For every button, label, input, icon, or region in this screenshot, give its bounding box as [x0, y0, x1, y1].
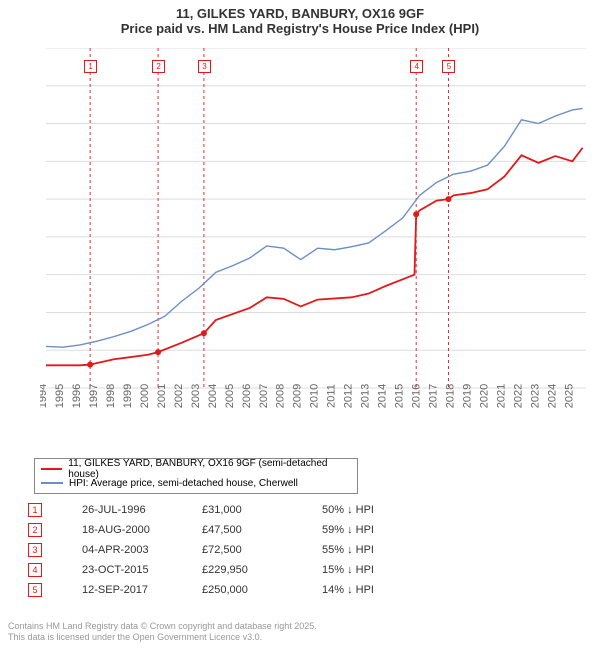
sale-marker-5: 5: [442, 60, 455, 73]
svg-text:2013: 2013: [360, 384, 372, 408]
marker-price: £229,950: [202, 564, 322, 576]
svg-text:2007: 2007: [258, 384, 270, 408]
title-address: 11, GILKES YARD, BANBURY, OX16 9GF: [0, 6, 600, 21]
marker-row: 1 26-JUL-1996£31,00050% ↓ HPI: [28, 500, 442, 520]
sale-marker-2: 2: [152, 60, 165, 73]
marker-price: £250,000: [202, 584, 322, 596]
svg-text:2022: 2022: [512, 384, 524, 408]
svg-text:2020: 2020: [479, 384, 491, 408]
svg-text:£450K: £450K: [40, 48, 41, 55]
svg-text:£100K: £100K: [40, 307, 41, 319]
marker-date: 12-SEP-2017: [82, 584, 202, 596]
svg-text:£250K: £250K: [40, 194, 41, 206]
svg-text:2023: 2023: [529, 384, 541, 408]
legend-swatch: [41, 468, 62, 470]
marker-price: £47,500: [202, 524, 322, 536]
svg-text:£150K: £150K: [40, 270, 41, 282]
marker-number: 4: [28, 563, 42, 577]
svg-text:2025: 2025: [563, 384, 575, 408]
marker-number: 5: [28, 583, 42, 597]
sale-marker-4: 4: [410, 60, 423, 73]
svg-text:1997: 1997: [88, 384, 100, 408]
svg-text:£200K: £200K: [40, 232, 41, 244]
svg-text:1996: 1996: [71, 384, 83, 408]
svg-text:2002: 2002: [173, 384, 185, 408]
marker-table: 1 26-JUL-1996£31,00050% ↓ HPI 2 18-AUG-2000…: [28, 500, 442, 600]
marker-delta: 59% ↓ HPI: [322, 524, 442, 536]
sale-marker-3: 3: [198, 60, 211, 73]
marker-row: 3 04-APR-2003£72,50055% ↓ HPI: [28, 540, 442, 560]
marker-delta: 14% ↓ HPI: [322, 584, 442, 596]
legend-swatch: [41, 482, 63, 483]
svg-text:2016: 2016: [411, 384, 423, 408]
svg-text:£350K: £350K: [40, 119, 41, 131]
svg-text:2014: 2014: [377, 384, 389, 408]
marker-delta: 50% ↓ HPI: [322, 504, 442, 516]
legend-item: 11, GILKES YARD, BANBURY, OX16 9GF (semi…: [41, 462, 351, 476]
svg-text:2021: 2021: [495, 384, 507, 408]
footer-line2: This data is licensed under the Open Gov…: [8, 632, 317, 644]
svg-text:2006: 2006: [241, 384, 253, 408]
svg-text:1994: 1994: [40, 384, 49, 408]
marker-row: 5 12-SEP-2017£250,00014% ↓ HPI: [28, 580, 442, 600]
marker-date: 26-JUL-1996: [82, 504, 202, 516]
marker-number: 3: [28, 543, 42, 557]
marker-number: 1: [28, 503, 42, 517]
marker-delta: 55% ↓ HPI: [322, 544, 442, 556]
title-block: 11, GILKES YARD, BANBURY, OX16 9GF Price…: [0, 0, 600, 38]
marker-delta: 15% ↓ HPI: [322, 564, 442, 576]
title-subtitle: Price paid vs. HM Land Registry's House …: [0, 21, 600, 36]
svg-text:2008: 2008: [275, 384, 287, 408]
sale-marker-1: 1: [84, 60, 97, 73]
footer-attribution: Contains HM Land Registry data © Crown c…: [8, 621, 317, 644]
svg-text:2005: 2005: [224, 384, 236, 408]
marker-price: £72,500: [202, 544, 322, 556]
svg-text:£300K: £300K: [40, 156, 41, 168]
marker-row: 2 18-AUG-2000£47,50059% ↓ HPI: [28, 520, 442, 540]
legend-box: 11, GILKES YARD, BANBURY, OX16 9GF (semi…: [34, 458, 358, 494]
footer-line1: Contains HM Land Registry data © Crown c…: [8, 621, 317, 633]
svg-text:2012: 2012: [343, 384, 355, 408]
legend-label: HPI: Average price, semi-detached house,…: [69, 478, 298, 489]
marker-price: £31,000: [202, 504, 322, 516]
chart-svg: £0£50K£100K£150K£200K£250K£300K£350K£400…: [40, 48, 586, 448]
svg-text:2011: 2011: [326, 384, 338, 408]
marker-date: 18-AUG-2000: [82, 524, 202, 536]
marker-row: 4 23-OCT-2015£229,95015% ↓ HPI: [28, 560, 442, 580]
svg-text:2001: 2001: [156, 384, 168, 408]
svg-text:2015: 2015: [394, 384, 406, 408]
svg-text:£50K: £50K: [40, 345, 41, 357]
svg-text:2009: 2009: [292, 384, 304, 408]
svg-text:2018: 2018: [445, 384, 457, 408]
marker-number: 2: [28, 523, 42, 537]
svg-text:2003: 2003: [190, 384, 202, 408]
chart-container: 11, GILKES YARD, BANBURY, OX16 9GF Price…: [0, 0, 600, 650]
svg-text:2017: 2017: [428, 384, 440, 408]
svg-text:£400K: £400K: [40, 81, 41, 93]
svg-text:2024: 2024: [546, 384, 558, 408]
marker-date: 23-OCT-2015: [82, 564, 202, 576]
svg-text:2004: 2004: [207, 384, 219, 408]
svg-text:2010: 2010: [309, 384, 321, 408]
marker-date: 04-APR-2003: [82, 544, 202, 556]
svg-text:1998: 1998: [105, 384, 117, 408]
svg-text:2000: 2000: [139, 384, 151, 408]
svg-text:2019: 2019: [462, 384, 474, 408]
svg-text:1995: 1995: [54, 384, 66, 408]
svg-text:1999: 1999: [122, 384, 134, 408]
chart-area: £0£50K£100K£150K£200K£250K£300K£350K£400…: [40, 48, 586, 418]
